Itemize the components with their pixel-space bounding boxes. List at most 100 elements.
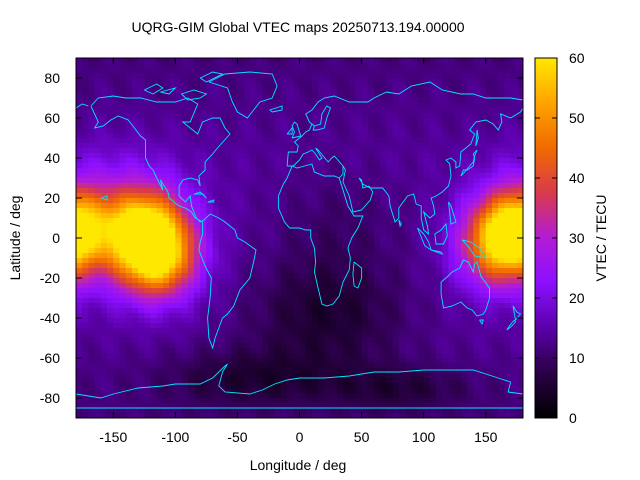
heatmap-cell <box>181 153 189 159</box>
heatmap-cell <box>485 188 493 194</box>
heatmap-cell <box>144 378 152 384</box>
heatmap-cell <box>386 263 394 269</box>
heatmap-cell <box>138 123 145 129</box>
heatmap-cell <box>442 273 450 279</box>
heatmap-cell <box>367 253 375 259</box>
heatmap-cell <box>442 353 450 359</box>
heatmap-cell <box>76 213 83 219</box>
heatmap-cell <box>448 63 456 69</box>
heatmap-cell <box>225 283 232 289</box>
heatmap-cell <box>187 133 195 139</box>
heatmap-cell <box>417 373 425 379</box>
heatmap-cell <box>392 288 400 294</box>
heatmap-cell <box>150 213 158 219</box>
heatmap-cell <box>156 393 164 399</box>
heatmap-cell <box>125 273 133 279</box>
heatmap-cell <box>349 108 356 114</box>
heatmap-cell <box>299 353 307 359</box>
heatmap-cell <box>88 253 96 259</box>
heatmap-cell <box>330 213 338 219</box>
heatmap-cell <box>355 183 363 189</box>
heatmap-cell <box>510 333 518 339</box>
heatmap-cell <box>268 333 276 339</box>
heatmap-cell <box>305 398 313 404</box>
heatmap-cell <box>293 173 301 179</box>
heatmap-cell <box>361 363 369 369</box>
heatmap-cell <box>504 83 512 89</box>
heatmap-cell <box>262 338 270 344</box>
heatmap-cell <box>280 348 288 354</box>
heatmap-cell <box>100 223 108 229</box>
heatmap-cell <box>454 343 462 349</box>
heatmap-cell <box>485 138 493 144</box>
heatmap-cell <box>355 333 363 339</box>
heatmap-cell <box>193 258 201 264</box>
heatmap-cell <box>311 198 319 204</box>
heatmap-cell <box>392 388 400 394</box>
heatmap-cell <box>231 378 239 384</box>
heatmap-cell <box>231 263 239 269</box>
heatmap-cell <box>467 298 474 304</box>
heatmap-cell <box>367 58 375 64</box>
heatmap-cell <box>336 303 344 309</box>
heatmap-cell <box>256 373 263 379</box>
heatmap-cell <box>274 383 282 389</box>
heatmap-cell <box>349 318 356 324</box>
heatmap-cell <box>367 203 375 209</box>
heatmap-cell <box>330 328 338 334</box>
heatmap-cell <box>510 383 518 389</box>
heatmap-cell <box>162 113 170 119</box>
heatmap-cell <box>82 188 90 194</box>
heatmap-cell <box>113 328 121 334</box>
heatmap-cell <box>473 323 481 329</box>
heatmap-cell <box>256 203 263 209</box>
heatmap-cell <box>138 58 145 64</box>
heatmap-cell <box>485 133 493 139</box>
heatmap-cell <box>76 298 83 304</box>
heatmap-cell <box>367 173 375 179</box>
heatmap-cell <box>318 348 325 354</box>
heatmap-cell <box>274 308 282 314</box>
heatmap-cell <box>436 253 443 259</box>
heatmap-cell <box>162 63 170 69</box>
heatmap-cell <box>330 88 338 94</box>
heatmap-cell <box>311 223 319 229</box>
heatmap-cell <box>212 393 220 399</box>
heatmap-cell <box>361 178 369 184</box>
heatmap-cell <box>330 263 338 269</box>
heatmap-cell <box>144 398 152 404</box>
heatmap-cell <box>212 243 220 249</box>
heatmap-cell <box>138 263 145 269</box>
heatmap-cell <box>206 108 214 114</box>
heatmap-cell <box>125 283 133 289</box>
heatmap-cell <box>417 123 425 129</box>
heatmap-cell <box>237 388 245 394</box>
heatmap-cell <box>498 273 505 279</box>
heatmap-cell <box>76 218 83 224</box>
heatmap-cell <box>138 258 145 264</box>
heatmap-cell <box>467 373 474 379</box>
heatmap-cell <box>212 213 220 219</box>
heatmap-cell <box>374 328 381 334</box>
heatmap-cell <box>206 153 214 159</box>
heatmap-cell <box>324 148 332 154</box>
heatmap-cell <box>293 253 301 259</box>
heatmap-cell <box>417 348 425 354</box>
heatmap-cell <box>460 228 468 234</box>
heatmap-cell <box>218 193 226 199</box>
heatmap-cell <box>436 348 443 354</box>
heatmap-cell <box>473 343 481 349</box>
heatmap-cell <box>169 338 176 344</box>
heatmap-cell <box>193 343 201 349</box>
heatmap-cell <box>243 373 251 379</box>
heatmap-cell <box>398 93 406 99</box>
heatmap-cell <box>342 238 350 244</box>
heatmap-cell <box>131 333 139 339</box>
heatmap-cell <box>76 148 83 154</box>
heatmap-cell <box>169 403 176 409</box>
heatmap-cell <box>187 253 195 259</box>
heatmap-cell <box>429 288 437 294</box>
heatmap-cell <box>293 228 301 234</box>
heatmap-cell <box>411 213 419 219</box>
heatmap-cell <box>380 213 388 219</box>
